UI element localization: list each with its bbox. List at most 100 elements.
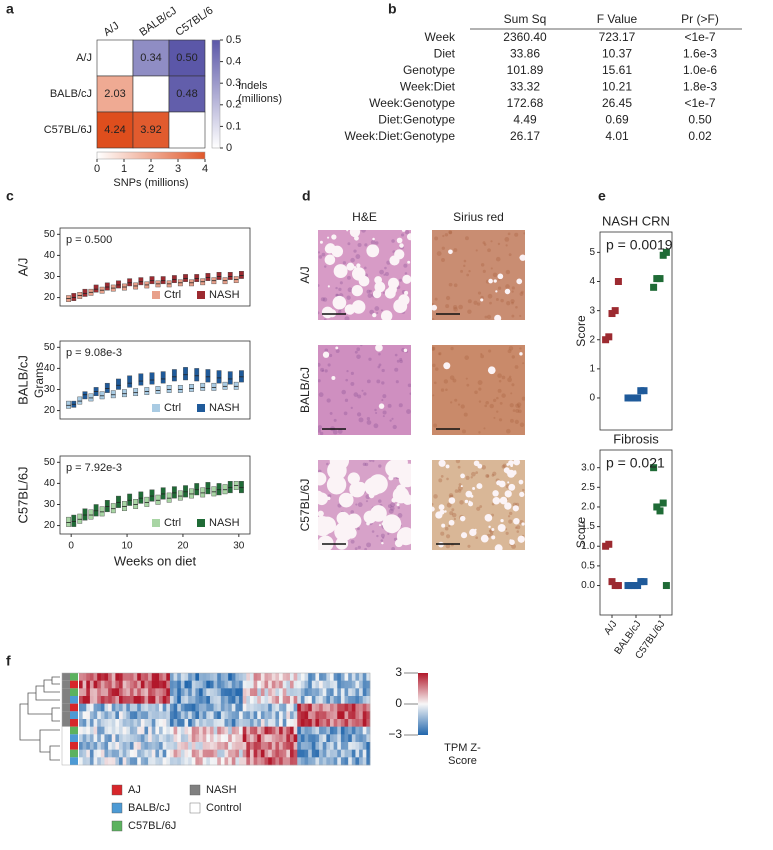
heatmap-cell [333,696,338,704]
heatmap-cell [140,680,145,689]
heatmap-cell [129,726,134,735]
heatmap-cell [151,734,156,743]
heatmap-cell [148,719,153,727]
heatmap-cell [242,688,247,697]
vacuole [349,230,361,238]
texture [356,354,361,359]
texture [498,418,503,422]
texture [510,418,514,423]
texture [376,311,379,315]
score-point [650,283,658,291]
box [77,513,83,524]
heatmap-cell [239,719,243,727]
vacuole [321,306,334,319]
vacuole [331,245,344,258]
texture [381,368,385,373]
heatmap-cell [82,726,87,735]
heatmap-cell [169,749,174,758]
heatmap-cell [326,742,331,750]
heatmap-cell [344,696,349,704]
heatmap-cell [100,680,105,689]
heatmap-cell [257,749,262,758]
colorbar-tick-label: 3 [395,665,402,679]
heatmap-cell [173,726,178,735]
texture [432,502,434,506]
heatmap-cell [308,673,313,681]
texture [488,349,492,353]
heatmap-cell [362,711,367,720]
texture [368,460,373,462]
heatmap-cell [315,711,320,720]
heatmap-cell [169,711,174,720]
heatmap-cell [97,742,102,750]
heatmap-cell [177,703,182,712]
heatmap-cell [177,673,182,681]
box [216,370,222,384]
heatmap-cell [191,703,196,712]
heatmap-cell [355,719,360,727]
texture [449,511,454,516]
heatmap-cell [129,703,134,712]
heatmap-cell [344,711,349,720]
heatmap-cell [202,742,207,750]
texture [446,502,452,508]
texture [346,369,349,373]
vacuole [480,298,484,302]
score-point [611,307,619,315]
texture [453,248,458,253]
texture [404,272,408,275]
heatmap-cell [231,680,236,689]
heatmap-cell [140,742,145,750]
vacuole [372,312,377,318]
heatmap-cell [359,673,364,681]
heatmap-cell [213,673,218,681]
strain-label: BALB/cJ [15,355,30,405]
score-point [608,578,616,586]
snp-label: SNPs (millions) [113,177,188,189]
y-tick-label: 1.5 [581,521,595,532]
heatmap-cell [97,688,102,697]
heatmap-cell [286,703,291,712]
legend-label: Control [206,802,241,814]
heatmap-cell [195,734,200,743]
vacuole [439,509,445,515]
heatmap-cell [217,688,222,697]
heatmap-cell [220,680,225,689]
texture [357,502,363,508]
heatmap-cell [155,726,160,735]
histology-content [432,460,525,550]
box [200,382,206,391]
heatmap-cell [337,673,342,681]
heatmap-cell [286,742,291,750]
heatmap-cell [249,680,254,689]
heatmap-cell [129,742,134,750]
heatmap-cell [119,749,123,758]
texture [387,532,390,536]
texture [473,300,478,305]
texture [497,242,501,246]
box [149,372,155,385]
vacuole [465,490,473,498]
heatmap-cell [188,749,193,758]
heatmap-cell [148,726,153,735]
texture [433,381,437,385]
heatmap-cell [115,688,120,697]
table-cell: 0.02 [688,129,712,143]
box [88,393,94,402]
texture [337,429,343,434]
vacuole [521,522,525,526]
heatmap-cell [355,688,360,697]
heatmap-cell [333,703,338,712]
texture [366,542,372,548]
texture [519,347,522,350]
heatmap-cell [253,680,258,689]
texture [500,298,504,303]
heatmap-cell [173,734,178,743]
legend-swatch [197,404,205,412]
legend-swatch [197,519,205,527]
heatmap-cell [213,680,218,689]
texture [486,314,492,320]
heatmap-cell [257,734,262,743]
heatmap-cell [228,688,233,697]
heatmap-cell [89,742,94,750]
